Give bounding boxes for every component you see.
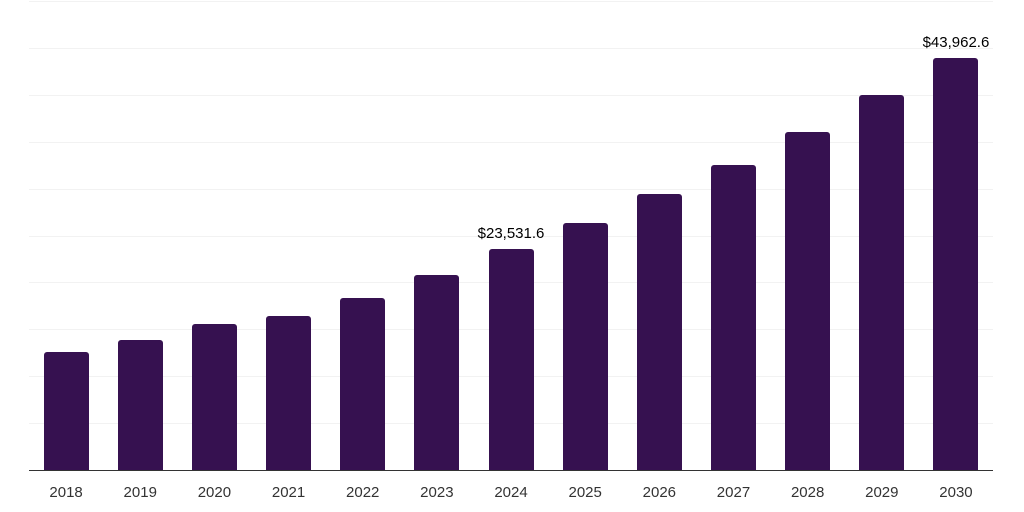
x-axis-label-2027: 2027 <box>716 484 751 501</box>
bar-slot-2019 <box>103 0 177 470</box>
bar-slot-2020 <box>177 0 251 470</box>
bar-value-label-2030: $43,962.6 <box>922 33 990 51</box>
bar-slot-2025 <box>548 0 622 470</box>
x-axis-label-2025: 2025 <box>568 484 602 501</box>
gridline-45000 <box>29 47 993 49</box>
gridline-50000 <box>29 1 993 2</box>
bar-2030[interactable] <box>933 57 979 470</box>
bar-slot-2028 <box>771 0 845 470</box>
bars-container: $23,531.6 $43,962.6 <box>29 0 993 470</box>
plot-area: $23,531.6 $43,962.6 <box>29 0 993 471</box>
x-axis-label-2021: 2021 <box>271 484 306 501</box>
x-axis-label-2022: 2022 <box>346 484 380 501</box>
x-axis-line <box>29 470 993 471</box>
x-axis-label-2024: 2024 <box>494 484 528 501</box>
bar-2021[interactable] <box>266 316 312 470</box>
bar-value-label-2024: $23,531.6 <box>477 225 545 243</box>
bar-slot-2030: $43,962.6 <box>919 0 993 470</box>
bar-2023[interactable] <box>414 274 460 470</box>
bar-2022[interactable] <box>340 297 386 470</box>
x-axis-label-2030: 2030 <box>939 484 973 501</box>
bar-slot-2027 <box>696 0 770 470</box>
bar-2025[interactable] <box>562 223 608 470</box>
bar-slot-2024: $23,531.6 <box>474 0 548 470</box>
bar-2024[interactable] <box>488 249 534 470</box>
x-axis-label-2028: 2028 <box>790 484 825 501</box>
bar-2018[interactable] <box>43 352 89 470</box>
bar-2028[interactable] <box>785 131 831 470</box>
x-axis-label-2026: 2026 <box>642 484 677 501</box>
x-axis-labels: 2018 2019 2020 2021 2022 2023 2024 2025 2026 2027… <box>29 484 993 501</box>
bar-slot-2021 <box>251 0 325 470</box>
gridline-35000 <box>29 141 993 143</box>
gridline-30000 <box>29 188 993 190</box>
x-axis-label-2029: 2029 <box>865 484 899 501</box>
x-axis-label-2018: 2018 <box>49 484 83 501</box>
x-axis-label-2023: 2023 <box>420 484 454 501</box>
bar-slot-2022 <box>326 0 400 470</box>
bar-2019[interactable] <box>117 339 163 470</box>
x-axis-label-2019: 2019 <box>123 484 157 501</box>
bar-2027[interactable] <box>710 164 756 470</box>
x-axis-label-2020: 2020 <box>197 484 232 501</box>
bar-slot-2029 <box>845 0 919 470</box>
bar-slot-2026 <box>622 0 696 470</box>
gridline-25000 <box>29 235 993 237</box>
bar-slot-2018 <box>29 0 103 470</box>
bar-2029[interactable] <box>859 95 905 470</box>
bar-slot-2023 <box>400 0 474 470</box>
bar-2020[interactable] <box>191 324 237 470</box>
bar-2026[interactable] <box>636 194 682 470</box>
gridline-40000 <box>29 94 993 96</box>
